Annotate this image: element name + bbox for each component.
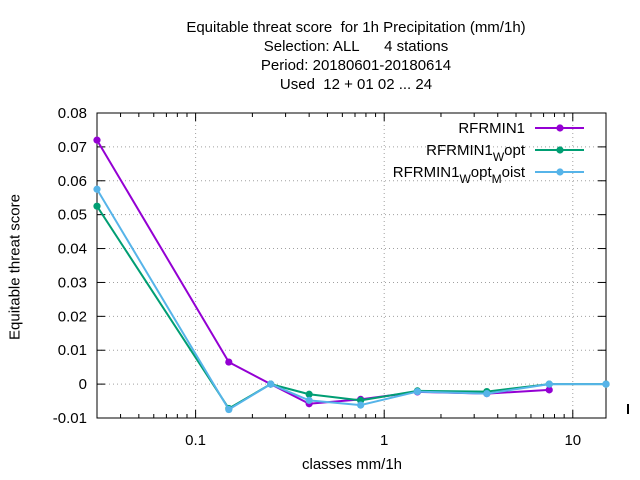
y-tick-label: 0.03 — [58, 274, 87, 291]
x-tick-label: 10 — [564, 432, 581, 449]
y-tick-label: 0.01 — [58, 342, 87, 359]
plot-border — [96, 112, 607, 419]
y-tick-label: 0.07 — [58, 139, 87, 156]
y-tick-label: 0.08 — [58, 105, 87, 122]
data-point — [305, 390, 313, 398]
legend-swatch-point-2 — [556, 146, 564, 154]
data-point — [545, 380, 553, 388]
x-tick-label: 0.1 — [185, 432, 206, 449]
title-line-1: Equitable threat score for 1h Precipitat… — [186, 19, 526, 36]
data-point — [483, 390, 491, 398]
legend-label-2: RFRMIN1Wopt — [426, 142, 526, 164]
y-tick-label: 0.05 — [58, 207, 87, 224]
data-point — [357, 401, 365, 409]
title-line-2: Selection: ALL 4 stations — [263, 38, 449, 55]
y-tick-label: 0.06 — [58, 173, 87, 190]
data-point — [545, 386, 553, 394]
legend-label-3: RFRMIN1WoptMoist — [393, 164, 526, 186]
y-tick-label: 0.02 — [58, 308, 87, 325]
title-line-3: Period: 20180601-20180614 — [260, 57, 452, 74]
legend-swatch-point-3 — [556, 168, 564, 176]
data-point — [93, 136, 101, 144]
data-point — [225, 405, 233, 414]
data-point — [225, 358, 233, 366]
series-line-3 — [96, 188, 606, 411]
series-line-2 — [96, 205, 606, 410]
title-line-4: Used 12 + 01 02 ... 24 — [279, 76, 433, 93]
x-axis-label: classes mm/1h — [301, 456, 403, 473]
data-point — [93, 185, 101, 193]
data-point — [267, 380, 275, 388]
y-tick-label: -0.01 — [53, 410, 87, 427]
data-point — [602, 380, 610, 388]
data-point — [413, 387, 422, 396]
y-tick-label: 0 — [79, 376, 87, 393]
y-tick-label: 0.04 — [58, 241, 87, 258]
x-tick-label: 1 — [380, 432, 388, 449]
data-point — [305, 396, 313, 404]
data-point — [93, 202, 101, 210]
legend-label-1: RFRMIN1 — [458, 120, 525, 137]
legend-swatch-point-1 — [556, 124, 564, 132]
